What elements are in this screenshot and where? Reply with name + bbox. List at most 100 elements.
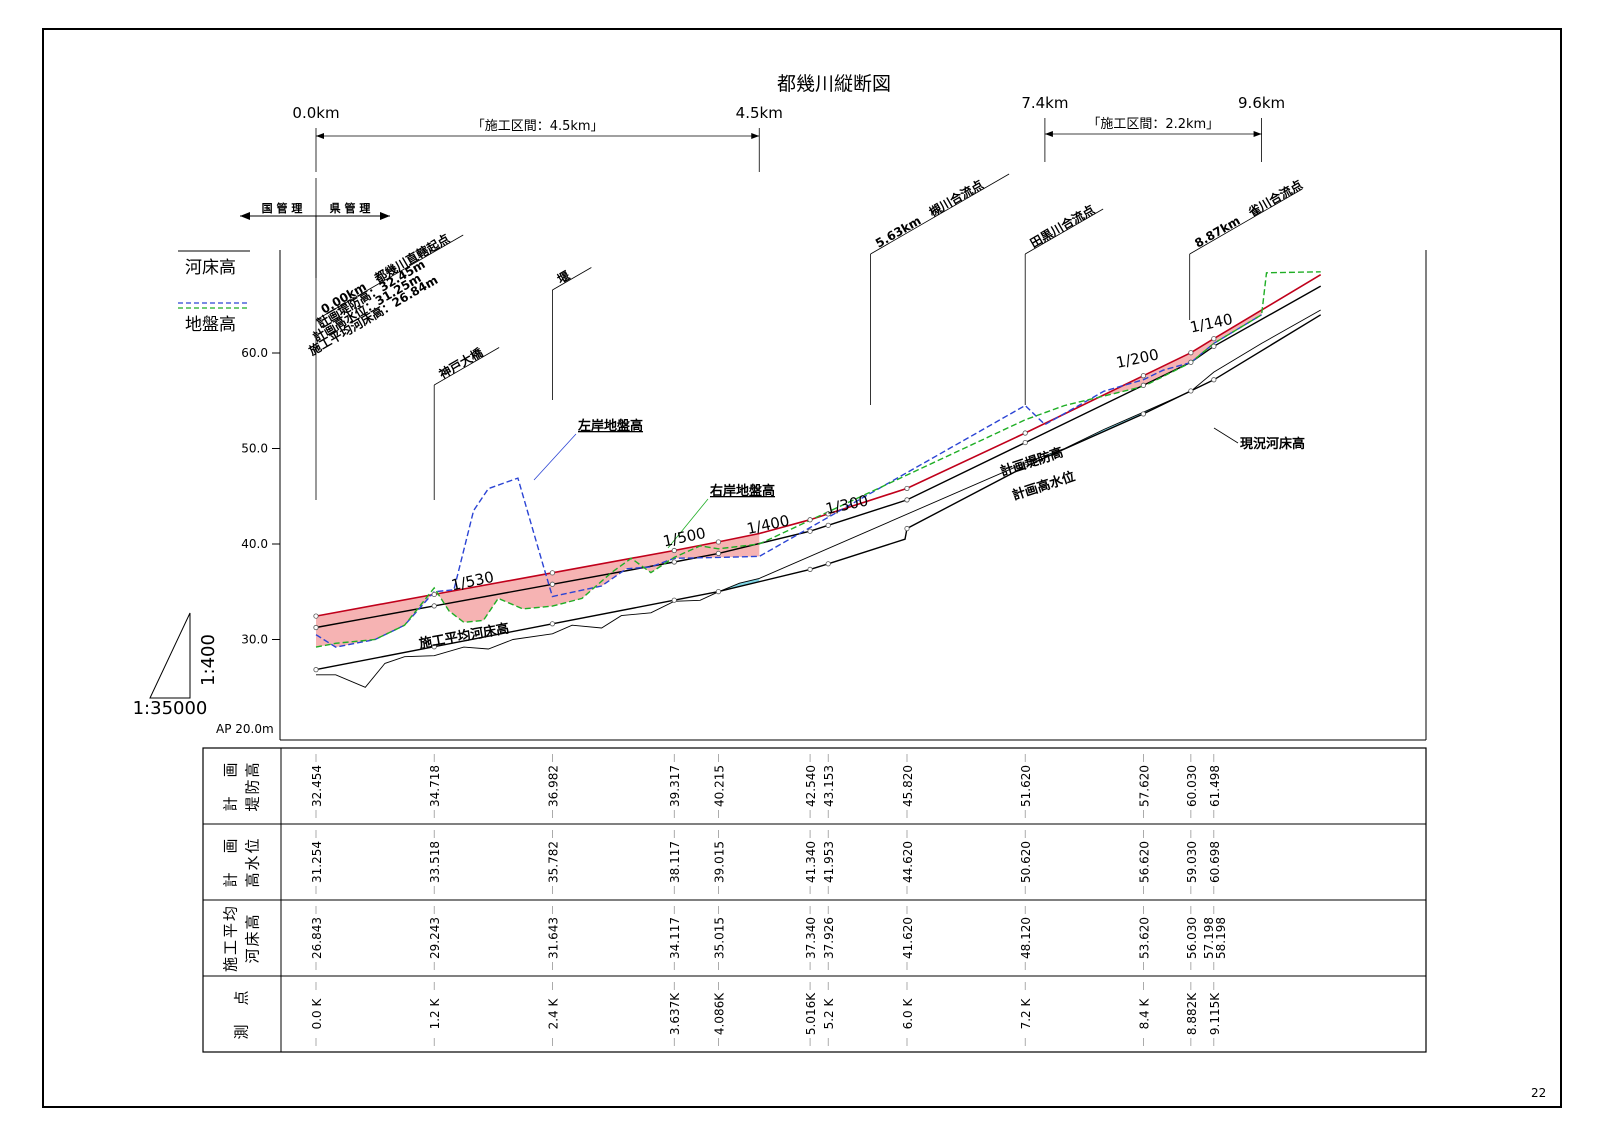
station-marker xyxy=(904,485,910,492)
table-cell: 34.117 xyxy=(668,917,682,959)
line-current-bed xyxy=(316,309,1321,688)
leader-diagonal xyxy=(870,173,1010,255)
station-marker xyxy=(904,525,910,532)
table-cell: 34.718 xyxy=(428,765,442,807)
scale-vertical: 1:400 xyxy=(198,634,219,686)
table-cell: 5.2 K xyxy=(822,997,836,1029)
table-cell: 43.153 xyxy=(822,765,836,807)
table-cell: 3.637K xyxy=(668,992,682,1035)
leader-diagonal xyxy=(315,234,464,321)
station-marker xyxy=(715,539,722,545)
station-marker xyxy=(1140,382,1147,388)
series-lines xyxy=(313,271,1322,688)
station-marker xyxy=(904,497,910,503)
table-cell: 38.117 xyxy=(668,841,682,883)
table-cell: 0.0 K xyxy=(310,997,324,1029)
section-arrowhead xyxy=(1044,131,1053,137)
station-marker xyxy=(431,591,437,598)
km-marker-label: 9.6km xyxy=(1238,94,1285,112)
drawing-frame xyxy=(42,28,1562,1108)
page-number: 22 xyxy=(1531,1086,1547,1100)
leader-diagonal xyxy=(1189,188,1303,255)
km-marker-label: 4.5km xyxy=(736,104,783,122)
chart-title: 都幾川縦断図 xyxy=(777,73,891,95)
section-label: 「施工区間：2.2km」 xyxy=(1087,117,1219,132)
y-axis: 30.0 40.0 50.0 60.0 AP 20.0m 1:400 1:35000 xyxy=(133,250,1427,741)
label-current-bed: 現況河床高 xyxy=(1240,436,1305,452)
y-tick-label: 40.0 xyxy=(241,537,268,551)
table-row-header: 河床高 xyxy=(244,912,262,963)
jurisdiction-arrowhead xyxy=(240,212,250,220)
station-marker xyxy=(1188,350,1194,356)
table-cell: 45.820 xyxy=(901,765,915,807)
table-cell: 58.198 xyxy=(1214,917,1228,959)
table-cell: 31.643 xyxy=(546,917,560,959)
table-cell: 60.030 xyxy=(1185,765,1199,807)
station-marker xyxy=(825,522,831,528)
table-cell: 53.620 xyxy=(1137,917,1151,959)
table-cell: 1.2 K xyxy=(428,997,442,1029)
table-row-header: 測 点 xyxy=(233,988,251,1039)
table-cell: 29.243 xyxy=(428,917,442,959)
legend-label-ground: 地盤高 xyxy=(185,315,236,335)
current-bed-band-0 xyxy=(700,578,760,596)
table-cell: 9.115K xyxy=(1208,992,1222,1035)
table-cell: 60.698 xyxy=(1208,841,1222,883)
station-marker xyxy=(1188,388,1194,394)
leader-diagonal xyxy=(1024,208,1104,255)
table-row-header: 堤防高 xyxy=(244,760,262,811)
leader-text: 8.87km 雀川合流点 xyxy=(1192,177,1305,251)
line-plan-bed xyxy=(315,314,1322,671)
table-cell: 56.620 xyxy=(1137,841,1151,883)
leader-current-bed xyxy=(1213,427,1239,444)
y-tick-label: 30.0 xyxy=(241,633,268,647)
leader-text: 田黒川合流点 xyxy=(1027,202,1097,251)
station-marker xyxy=(671,559,677,565)
table-row-header: 高水位 xyxy=(244,836,262,887)
section-arrowhead xyxy=(316,133,324,139)
table-cell: 5.016K xyxy=(804,992,818,1035)
table-cell: 41.620 xyxy=(901,917,915,959)
station-marker xyxy=(1022,439,1028,446)
station-marker xyxy=(807,517,813,523)
station-marker xyxy=(431,644,437,650)
table-cell: 39.015 xyxy=(712,841,726,883)
station-marker xyxy=(1211,377,1217,383)
station-marker xyxy=(313,624,319,631)
station-marker xyxy=(1140,411,1147,417)
table-cell: 50.620 xyxy=(1019,841,1033,883)
table-cell: 8.882K xyxy=(1185,992,1199,1035)
leader-diagonal xyxy=(434,347,500,386)
station-marker xyxy=(1140,373,1147,379)
table-cell: 32.454 xyxy=(310,765,324,807)
leader-left-ground xyxy=(533,433,577,481)
km-marker-label: 7.4km xyxy=(1021,94,1068,112)
table-cell: 56.030 xyxy=(1185,917,1199,959)
scale-triangle xyxy=(149,612,191,699)
table-cell: 8.4 K xyxy=(1137,997,1151,1029)
legend-label-bed: 河床高 xyxy=(185,258,236,278)
table-cell: 44.620 xyxy=(901,841,915,883)
table-cell: 61.498 xyxy=(1208,765,1222,807)
line-right-ground xyxy=(315,271,1321,648)
line-plan-levee xyxy=(315,274,1322,617)
station-marker xyxy=(1022,463,1028,470)
table-cell: 26.843 xyxy=(310,917,324,959)
station-marker xyxy=(1211,343,1217,349)
table-cell: 33.518 xyxy=(428,841,442,883)
table-row-header: 計 画 xyxy=(222,836,240,887)
station-marker xyxy=(715,589,722,595)
station-marker xyxy=(807,566,813,573)
table-cell: 40.215 xyxy=(712,765,726,807)
table-cell: 39.317 xyxy=(668,765,682,807)
label-left-ground: 左岸地盤高 xyxy=(578,418,643,434)
jurisdiction-right: 県 管 理 xyxy=(330,201,371,215)
table-cell: 36.982 xyxy=(546,765,560,807)
table-cell: 41.953 xyxy=(822,841,836,883)
leader-right-ground xyxy=(667,498,709,549)
leader-text: 5.63km 槻川合流点 xyxy=(873,177,986,251)
section-label: 「施工区間：4.5km」 xyxy=(472,119,604,134)
table-cell: 35.015 xyxy=(712,917,726,959)
station-marker xyxy=(1188,359,1194,365)
